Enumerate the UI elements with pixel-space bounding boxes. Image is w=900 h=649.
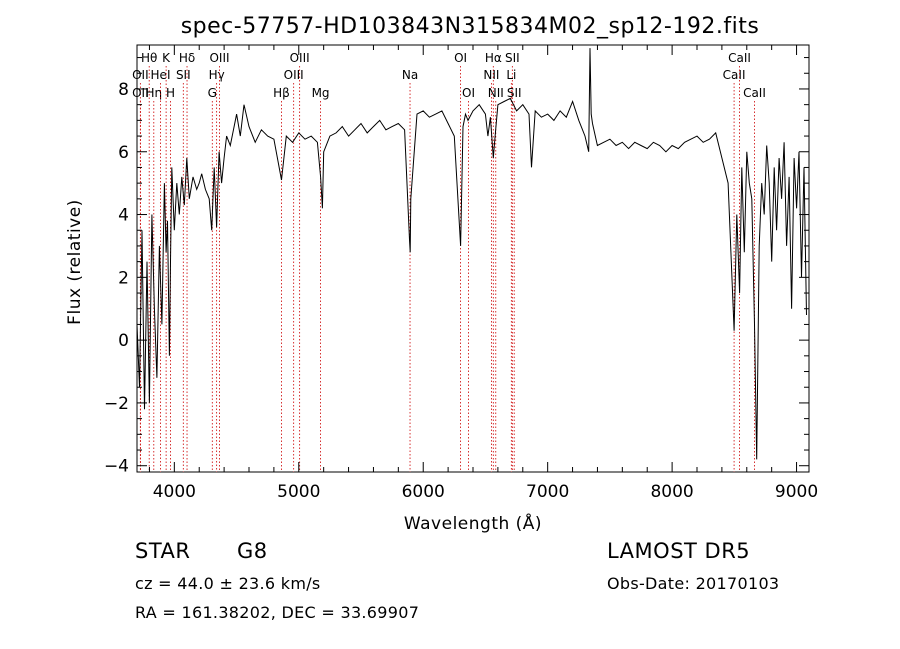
line-marker-label: NII [488,86,504,100]
x-axis-label: Wavelength (Å) [404,512,542,534]
line-marker-label: Hη [145,86,162,100]
line-marker-label: OIII [209,51,229,65]
line-marker-label: Hθ [141,51,157,65]
line-marker-label: CaII [728,51,751,65]
line-marker-label: Na [402,68,418,82]
axis-ticks: 4000 5000 6000 7000 8000 9000 −4 −2 0 2 4 6 8 [104,45,818,502]
line-marker-label: CaII [723,68,746,82]
y-tick-label: −4 [104,457,129,477]
x-tick-label: 4000 [153,482,196,502]
object-class: STAR [135,539,191,563]
object-subclass: G8 [237,539,268,563]
y-tick-label: 6 [118,143,129,163]
line-marker-label: Hγ [209,68,225,82]
line-marker-label: Li [506,68,516,82]
plot-frame [136,44,810,473]
line-marker-label: OIII [290,51,310,65]
survey-name: LAMOST DR5 [607,539,751,563]
line-marker-label: Hδ [179,51,195,65]
line-marker-label: OI [462,86,475,100]
x-tick-label: 8000 [650,482,693,502]
y-axis-label: Flux (relative) [65,199,85,325]
line-marker-label: K [162,51,171,65]
redshift-cz: cz = 44.0 ± 23.6 km/s [135,574,321,593]
y-tick-label: 2 [118,268,129,288]
line-marker-label: SII [505,51,520,65]
observation-date: Obs-Date: 20170103 [607,574,780,593]
line-marker-label: G [208,86,217,100]
line-marker-label: SII [176,68,191,82]
y-tick-label: 4 [118,206,129,226]
chart-title: spec-57757-HD103843N315834M02_sp12-192.f… [181,14,760,39]
x-tick-label: 7000 [526,482,569,502]
line-marker-label: Mg [312,86,330,100]
x-tick-label: 9000 [775,482,818,502]
x-tick-label: 6000 [402,482,445,502]
ra-dec: RA = 161.38202, DEC = 33.69907 [135,603,420,622]
y-tick-label: 0 [118,331,129,351]
line-marker-label: OII [132,86,149,100]
line-markers: OIIHθOIIHηHeIKHSIIHδHγGOIIIHβOIIIOIIIMgN… [132,51,766,472]
spectrum-line [136,48,807,460]
line-marker-label: Hα [485,51,502,65]
line-marker-label: OIII [284,68,304,82]
line-marker-label: HeI [151,68,171,82]
line-marker-label: CaII [743,86,766,100]
y-tick-label: −2 [104,394,129,414]
line-marker-label: OI [454,51,467,65]
line-marker-label: Hβ [273,86,290,100]
line-marker-label: H [166,86,175,100]
line-marker-label: NII [483,68,499,82]
line-marker-label: SII [507,86,522,100]
line-marker-label: OII [132,68,149,82]
x-tick-label: 5000 [277,482,320,502]
y-tick-label: 8 [118,80,129,100]
